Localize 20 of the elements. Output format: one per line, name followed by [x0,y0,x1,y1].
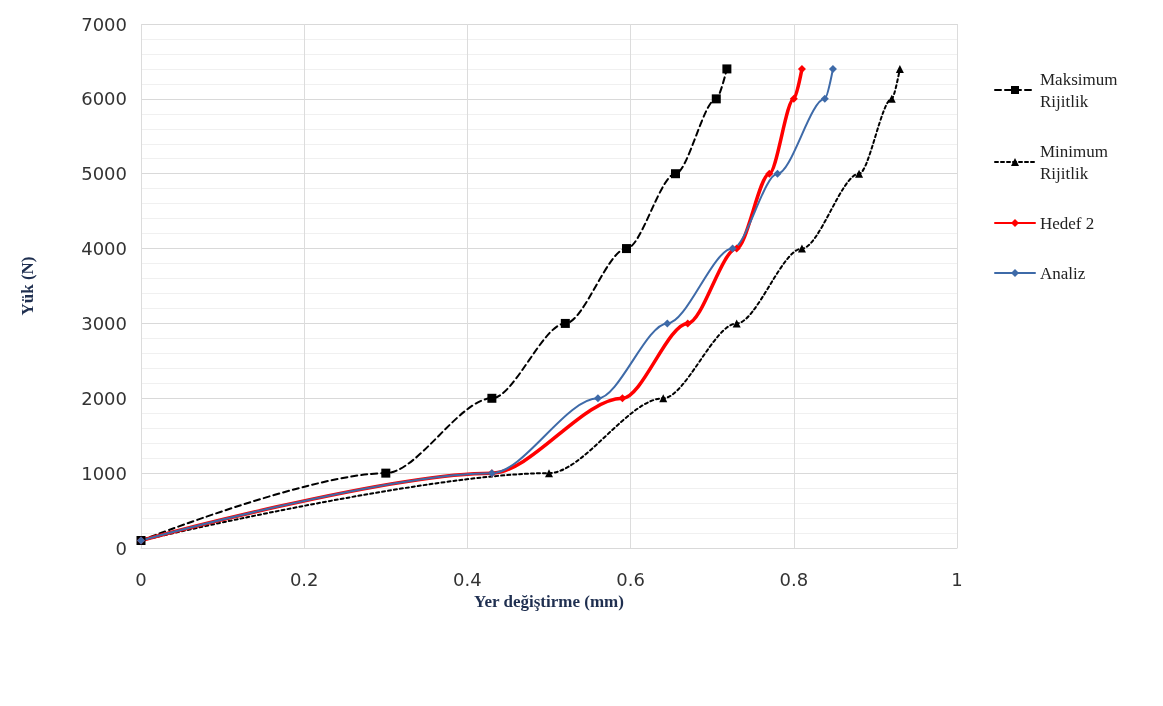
legend-label: Hedef 2 [1040,213,1095,233]
x-tick-label: 0.2 [289,568,319,590]
y-tick-label: 7000 [81,13,127,35]
legend-label: Analiz [1040,263,1086,283]
legend-label: Maksimum Rijitlik [1040,69,1122,111]
x-axis-title: Yer değiştirme (mm) [474,592,624,611]
y-tick-label: 0 [115,537,127,559]
y-tick-label: 6000 [81,88,127,110]
x-tick-label: 0.4 [453,568,482,590]
x-tick-label: 0.6 [616,568,645,590]
y-tick-label: 5000 [81,163,127,185]
x-tick-label: 0 [135,568,147,590]
x-tick-label: 1 [951,568,963,590]
x-tick-label: 0.8 [779,568,809,590]
y-tick-label: 1000 [81,462,127,484]
y-tick-label: 2000 [81,387,127,409]
y-tick-label: 3000 [81,312,127,334]
legend-label: Minimum Rijitlik [1040,141,1113,183]
y-axis-title: Yük (N) [18,256,37,316]
y-tick-label: 4000 [81,238,127,260]
